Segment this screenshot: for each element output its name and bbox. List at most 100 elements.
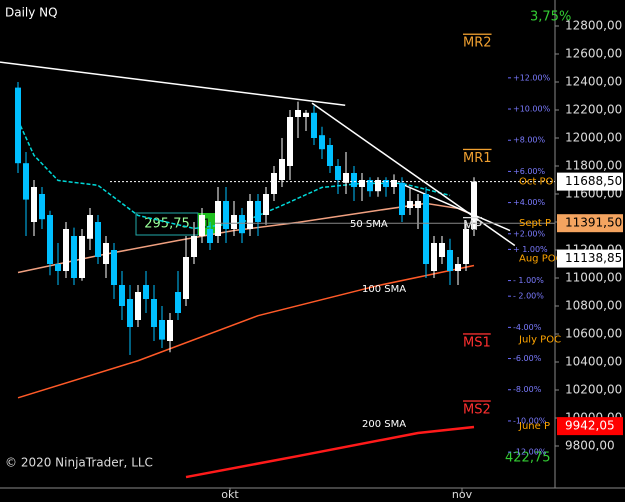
- candle-body: [263, 194, 269, 215]
- candle-body: [175, 292, 181, 313]
- candle-body: [383, 180, 389, 187]
- y2-tick-label: -6.00%: [513, 354, 542, 363]
- candle-body: [447, 250, 453, 271]
- candle-body: [431, 243, 437, 271]
- overlay-line: [185, 425, 475, 479]
- candle-body: [295, 110, 301, 117]
- candle-body: [31, 187, 37, 222]
- candle-body: [471, 181, 477, 229]
- y-tick-label: 12400,00: [565, 75, 622, 89]
- pivot-label: MR1: [463, 151, 492, 166]
- candle-body: [327, 145, 333, 166]
- candle-body: [271, 173, 277, 194]
- change-label: 3,75%: [530, 10, 571, 25]
- y-tick-label: 11000,00: [565, 271, 622, 285]
- y2-tick-label: +4.00%: [513, 198, 546, 207]
- y-tick-label: 11800,00: [565, 159, 622, 173]
- candle-body: [87, 215, 93, 239]
- y2-tick-label: -4.00%: [513, 323, 542, 332]
- y-tick-label: 12200,00: [565, 103, 622, 117]
- candle-body: [159, 320, 165, 340]
- price-tag-label: 11138,85: [565, 251, 622, 265]
- candle-body: [463, 229, 469, 264]
- candle-body: [287, 117, 293, 166]
- candle-body: [255, 201, 261, 222]
- candle-body: [135, 292, 141, 320]
- x-tick-label: nov: [452, 488, 473, 501]
- candle-body: [47, 215, 53, 264]
- y-tick-label: 12000,00: [565, 131, 622, 145]
- candle-body: [95, 222, 101, 257]
- price-tag: [557, 214, 623, 233]
- candle-body: [111, 250, 117, 285]
- candle-body: [391, 180, 397, 187]
- candle-body: [343, 173, 349, 183]
- candle-body: [375, 180, 381, 192]
- y2-tick-label: +12.00%: [513, 73, 551, 82]
- candle-body: [239, 215, 245, 234]
- y-tick-label: 10200,00: [565, 383, 622, 397]
- pivot-label: MR2: [463, 36, 492, 51]
- y-tick-label: 12600,00: [565, 47, 622, 61]
- candle-body: [15, 87, 21, 164]
- y2-tick-label: - 2.00%: [513, 292, 544, 301]
- price-tag: [557, 417, 623, 436]
- y2-tick-label: -10.00%: [513, 416, 547, 425]
- price-tag: [557, 172, 623, 191]
- candle-body: [79, 236, 85, 278]
- candle-body: [151, 299, 157, 327]
- price-tag-label: 11688,50: [565, 174, 622, 188]
- y-tick-label: 12800,00: [565, 19, 622, 33]
- candle-body: [127, 299, 133, 327]
- candle-body: [199, 215, 205, 236]
- candle-body: [183, 257, 189, 299]
- y2-tick-label: - 1.00%: [513, 276, 544, 285]
- candle-body: [455, 264, 461, 271]
- y2-tick-label: -12.00%: [513, 448, 547, 457]
- candle-body: [423, 194, 429, 264]
- overlay-name: 50 SMA: [350, 219, 388, 230]
- range-label: 422,75: [505, 451, 551, 466]
- candle-body: [335, 166, 341, 180]
- y2-tick-label: -8.00%: [513, 385, 542, 394]
- level-label: Oct PO: [519, 177, 553, 188]
- candle-body: [439, 243, 445, 257]
- overlay-line: [17, 264, 475, 399]
- overlay-name: 200 SMA: [362, 419, 406, 430]
- y-tick-label: 9800,00: [565, 439, 615, 453]
- x-tick-label: okt: [221, 488, 239, 501]
- y2-tick-label: + 1.00%: [513, 245, 548, 254]
- y2-tick-label: +6.00%: [513, 167, 546, 176]
- pivot-label: MP: [463, 219, 482, 234]
- overlay-line: [17, 202, 475, 274]
- candle-body: [215, 201, 221, 236]
- candle-body: [415, 201, 421, 208]
- candle-body: [223, 201, 229, 229]
- candle-body: [63, 229, 69, 271]
- candle-body: [303, 112, 309, 117]
- overlay-line: [0, 61, 346, 106]
- y-tick-label: 10400,00: [565, 355, 622, 369]
- level-label: July POC: [518, 335, 561, 346]
- y2-tick-label: +8.00%: [513, 136, 546, 145]
- candle-body: [71, 236, 77, 278]
- overlay-name: 100 SMA: [362, 284, 406, 295]
- level-label: June P: [518, 421, 550, 432]
- copyright: © 2020 NinjaTrader, LLC: [5, 456, 153, 470]
- price-tag-label: 9942,05: [565, 419, 615, 433]
- candle-body: [311, 112, 317, 138]
- candle-body: [399, 182, 405, 215]
- candle-body: [231, 215, 237, 229]
- candle-body: [23, 163, 29, 200]
- candle-body: [247, 201, 253, 229]
- pivot-label: MS1: [463, 335, 491, 350]
- candle-body: [407, 201, 413, 208]
- candle-body: [167, 320, 173, 341]
- candle-body: [103, 243, 109, 264]
- candle-body: [55, 264, 61, 271]
- price-tag: [557, 249, 623, 268]
- count-box-text: 1: [203, 217, 211, 231]
- candle-body: [319, 135, 325, 150]
- price-tag-label: 11391,50: [565, 216, 622, 230]
